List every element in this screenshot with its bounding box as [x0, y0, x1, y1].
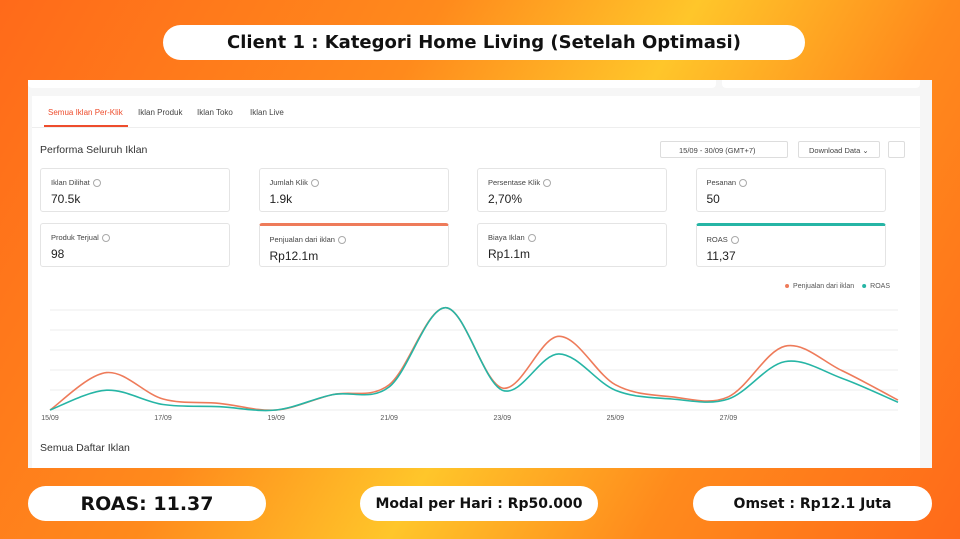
x-tick-label: 25/09 — [607, 415, 625, 422]
metric-label: Persentase Klik — [488, 178, 656, 187]
metric-label-text: Pesanan — [706, 178, 737, 187]
metric-label: Jumlah Klik — [270, 178, 438, 187]
metric-card[interactable]: Pesanan 50 — [695, 168, 886, 212]
metric-card[interactable]: Iklan Dilihat 70.5k — [40, 168, 230, 212]
legend-swatch — [785, 284, 790, 288]
legend-label: Penjualan dari iklan — [793, 283, 854, 290]
metric-label-text: Penjualan dari iklan — [269, 235, 335, 244]
download-button[interactable]: Download Data ⌄ — [798, 141, 880, 158]
footer-pill: Modal per Hari : Rp50.000 — [360, 486, 598, 521]
metric-label-text: Persentase Klik — [488, 178, 541, 187]
x-tick-label: 15/09 — [41, 415, 59, 422]
metric-label: Iklan Dilihat — [51, 178, 219, 187]
series-line — [49, 306, 899, 412]
menu-button[interactable] — [888, 141, 905, 158]
info-icon — [543, 178, 552, 187]
metric-card[interactable]: Penjualan dari iklan Rp12.1m — [258, 223, 449, 267]
divider — [32, 127, 920, 128]
metric-label-text: Produk Terjual — [51, 233, 99, 242]
info-icon — [92, 178, 101, 187]
tab-underline — [44, 125, 128, 127]
info-icon — [730, 235, 739, 244]
metric-value: 11,37 — [706, 249, 736, 263]
metric-label-text: ROAS — [706, 235, 728, 244]
metric-label-text: Jumlah Klik — [269, 178, 308, 187]
footer-text: ROAS: 11.37 — [80, 492, 214, 515]
metric-label: ROAS — [707, 235, 875, 244]
metric-card[interactable]: Biaya Iklan Rp1.1m — [477, 223, 667, 267]
metric-value: 98 — [51, 247, 65, 261]
tab[interactable]: Semua Iklan Per-Klik — [48, 108, 123, 117]
title: Client 1 : Kategori Home Living (Setelah… — [227, 32, 741, 53]
metric-card[interactable]: Jumlah Klik 1.9k — [258, 168, 449, 212]
top-strip — [28, 80, 716, 88]
x-tick-label: 19/09 — [267, 415, 285, 422]
info-icon — [739, 178, 748, 187]
title-pill: Client 1 : Kategori Home Living (Setelah… — [163, 25, 805, 60]
info-icon — [310, 178, 319, 187]
info-icon — [527, 233, 536, 242]
chart: 15/09 17/09 19/09 21/09 23/09 25/09 27/09 ROAS P… — [41, 283, 899, 422]
footer-pill: Omset : Rp12.1 Juta — [693, 486, 932, 521]
x-tick-label: 23/09 — [494, 415, 512, 422]
footer-pill: ROAS: 11.37 — [28, 486, 266, 521]
metric-label: Pesanan — [707, 178, 875, 187]
x-tick-label: 27/09 — [720, 415, 738, 422]
metric-card[interactable]: Persentase Klik 2,70% — [477, 168, 667, 212]
info-icon — [337, 235, 346, 244]
metric-label-text: Biaya Iklan — [488, 233, 525, 242]
metric-label: Biaya Iklan — [488, 233, 656, 242]
metric-value: 2,70% — [488, 192, 523, 206]
tab[interactable]: Iklan Live — [250, 108, 284, 117]
metric-value: 1.9k — [269, 192, 293, 206]
legend-swatch — [862, 284, 867, 288]
metric-card[interactable]: Produk Terjual 98 — [40, 223, 230, 267]
list-title: Semua Daftar Iklan — [40, 442, 130, 454]
footer-text: Modal per Hari : Rp50.000 — [375, 495, 583, 512]
section-title: Performa Seluruh Iklan — [40, 144, 148, 156]
metric-label: Penjualan dari iklan — [270, 235, 438, 244]
x-tick-label: 21/09 — [380, 415, 398, 422]
info-icon — [101, 233, 110, 242]
metric-card[interactable]: ROAS 11,37 — [695, 223, 886, 267]
footer-text: Omset : Rp12.1 Juta — [733, 495, 892, 512]
metric-label: Produk Terjual — [51, 233, 219, 242]
metric-value: Rp1.1m — [488, 247, 531, 261]
series-line — [49, 306, 899, 412]
tab[interactable]: Iklan Toko — [197, 108, 233, 117]
date-range: 15/09 - 30/09 (GMT+7) — [679, 146, 756, 155]
x-tick-label: 17/09 — [154, 415, 172, 422]
metric-label-text: Iklan Dilihat — [51, 178, 90, 187]
download-label: Download Data — [809, 146, 861, 155]
date-picker[interactable]: 15/09 - 30/09 (GMT+7) — [660, 141, 788, 158]
legend-label: ROAS — [870, 283, 890, 290]
metric-value: Rp12.1m — [269, 249, 319, 263]
top-strip — [722, 80, 920, 88]
metric-value: 70.5k — [51, 192, 81, 206]
tab[interactable]: Iklan Produk — [138, 108, 183, 117]
metric-value: 50 — [706, 192, 720, 206]
